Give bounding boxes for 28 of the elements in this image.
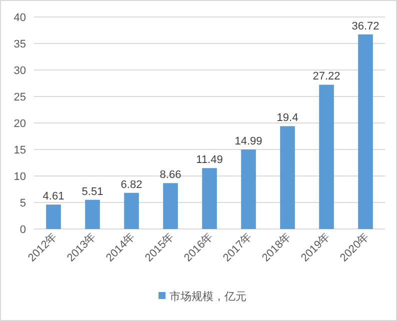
data-label: 27.22 [312, 70, 340, 83]
bar [319, 84, 334, 229]
data-label: 4.61 [42, 190, 64, 203]
y-tick-label: 35 [14, 38, 26, 50]
bar [202, 168, 217, 229]
y-tick-label: 0 [20, 224, 26, 236]
y-tick-label: 30 [14, 65, 26, 77]
data-label: 6.82 [120, 178, 142, 191]
bar [358, 34, 373, 229]
data-label: 5.51 [82, 186, 104, 198]
y-tick-label: 20 [14, 118, 26, 130]
data-label: 36.72 [352, 20, 380, 32]
data-label: 8.66 [160, 169, 182, 182]
y-tick-label: 5 [20, 198, 26, 210]
data-label: 19.4 [276, 112, 298, 124]
bar [124, 192, 139, 229]
data-label: 11.49 [196, 154, 223, 166]
bar [241, 150, 256, 229]
y-tick-label: 15 [14, 144, 26, 156]
data-label: 14.99 [234, 136, 262, 148]
bar [46, 204, 61, 229]
y-tick-label: 25 [14, 92, 26, 104]
y-tick-label: 40 [14, 12, 26, 24]
legend-label: 市场规模，亿元 [170, 290, 246, 303]
y-tick-label: 10 [14, 171, 26, 183]
bar [163, 183, 178, 229]
bar [85, 200, 100, 229]
bar [280, 126, 295, 229]
